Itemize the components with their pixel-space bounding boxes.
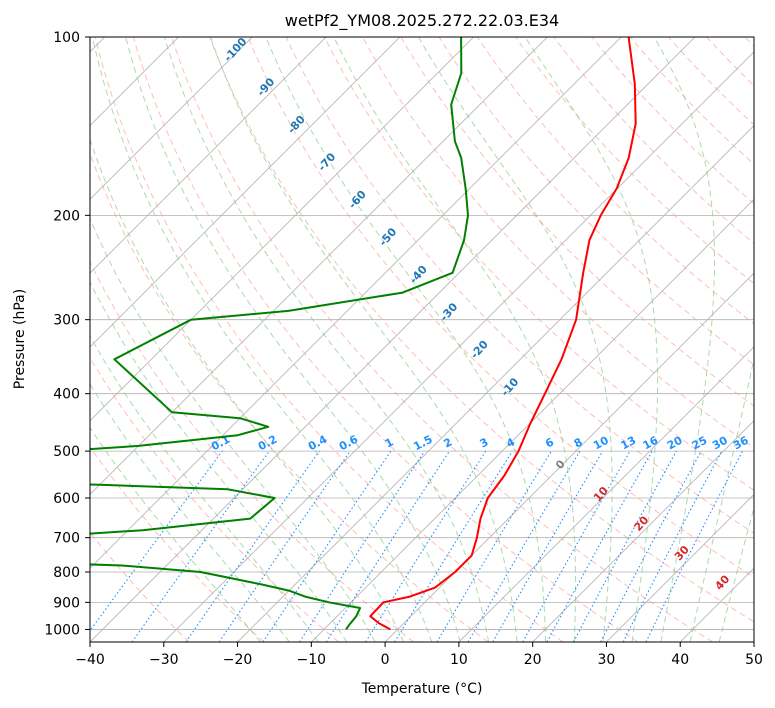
x-tick-label: 30 — [598, 652, 616, 668]
y-tick-label: 100 — [53, 30, 80, 46]
chart-title: wetPf2_YM08.2025.272.22.03.E34 — [285, 11, 559, 31]
profile-lines — [90, 37, 637, 631]
dry-adiabat-line — [209, 37, 754, 623]
mixing-ratio-line — [325, 450, 450, 642]
isotherm-line — [90, 37, 474, 422]
mixing-ratio-label: 25 — [690, 434, 710, 453]
mixing-ratio-lines — [90, 450, 743, 642]
x-tick-label: 20 — [524, 652, 542, 668]
isotherm-line — [90, 37, 253, 200]
moist-adiabat-line — [91, 37, 433, 642]
isotherm-line — [90, 37, 696, 642]
dewpoint-profile-line — [90, 37, 469, 630]
moist-adiabat-line — [210, 37, 518, 642]
moist-adiabat-line — [125, 37, 461, 642]
moist-adiabats — [90, 37, 754, 642]
isotherm-line — [90, 37, 401, 348]
mixing-ratio-line — [546, 450, 653, 642]
plot-area: 0.1 0.2 0.4 0.6 1 1.5 2 3 4 6 8 10 13 16 20 25 30 36-100-… — [90, 37, 754, 642]
isotherms — [90, 37, 754, 642]
dry-adiabat-line — [171, 37, 713, 642]
x-tick-label: 0 — [381, 652, 390, 668]
dry-adiabats — [90, 37, 754, 642]
mixing-ratio-label: 20 — [665, 434, 685, 453]
dry-adiabat-line — [515, 37, 754, 285]
isotherm-line — [90, 37, 548, 496]
dry-adiabat-line — [90, 260, 414, 642]
y-axis: 1000 900 800 700 600 500 400 300 200 100 — [44, 30, 90, 638]
mixing-ratio-label: 30 — [710, 434, 730, 453]
dry-adiabat-line — [247, 37, 754, 578]
moist-adiabat-line — [265, 37, 547, 642]
moist-adiabat-line — [689, 356, 754, 642]
x-tick-label: −30 — [149, 652, 179, 668]
dry-adiabat-line — [323, 37, 754, 491]
dry-adiabat-line — [94, 37, 564, 642]
x-tick-label: −20 — [223, 652, 253, 668]
mixing-ratio-line — [299, 450, 426, 642]
x-axis-title: Temperature (°C) — [361, 681, 483, 697]
y-tick-label: 300 — [53, 313, 80, 329]
mixing-ratio-line — [218, 450, 351, 642]
isotherm-line — [606, 493, 754, 642]
y-tick-label: 200 — [53, 208, 80, 224]
y-tick-label: 600 — [53, 491, 80, 507]
mixing-ratio-line — [131, 450, 270, 642]
isotherm-line — [237, 124, 754, 642]
x-tick-label: 50 — [745, 652, 763, 668]
plot-frame — [89, 36, 755, 643]
x-tick-label: −40 — [75, 652, 105, 668]
isotherm-line — [384, 272, 754, 642]
x-tick-label: −10 — [297, 652, 327, 668]
x-axis: −40 −30 −20 −10 0 10 20 30 40 50 — [75, 642, 763, 668]
x-tick-label: 40 — [671, 652, 689, 668]
mixing-ratio-label: 10 — [591, 434, 611, 453]
mixing-ratio-line — [394, 450, 513, 642]
y-tick-label: 500 — [53, 444, 80, 460]
moist-adiabat-line — [653, 37, 715, 642]
mixing-ratio-line — [185, 450, 320, 642]
mixing-ratio-label: 16 — [641, 434, 661, 453]
isotherm-line — [458, 346, 754, 642]
moist-adiabat-line — [90, 426, 261, 642]
isotherm-line — [163, 51, 754, 642]
moist-adiabat-line — [90, 137, 405, 642]
y-tick-label: 1000 — [44, 622, 80, 638]
isotherm-line — [311, 198, 754, 642]
moist-adiabat-line — [90, 217, 376, 642]
dry-adiabat-line — [90, 446, 265, 642]
x-tick-label: 10 — [450, 652, 468, 668]
y-tick-label: 800 — [53, 565, 80, 581]
temperature-profile-line — [369, 37, 637, 631]
y-tick-label: 400 — [53, 387, 80, 403]
y-tick-label: 700 — [53, 531, 80, 547]
isotherm-line — [90, 37, 327, 274]
y-axis-title: Pressure (hPa) — [12, 289, 28, 389]
mixing-ratio-label: 13 — [619, 434, 639, 453]
dry-adiabat-line — [132, 37, 639, 642]
isotherm-line — [90, 37, 622, 569]
moist-adiabat-line — [524, 37, 659, 642]
moist-adiabat-line — [718, 505, 754, 642]
moist-adiabat-line — [164, 37, 490, 642]
mixing-ratio-line — [522, 450, 631, 642]
mixing-ratio-label: 36 — [731, 434, 751, 453]
moist-adiabat-line — [418, 37, 613, 642]
moist-adiabat-line — [90, 335, 319, 642]
moist-adiabat-line — [333, 37, 577, 642]
dry-adiabat-line — [285, 37, 754, 534]
dry-adiabat-line — [476, 37, 754, 325]
mixing-ratio-line — [90, 450, 223, 632]
mixing-ratio-line — [262, 450, 392, 642]
isotherm-line — [532, 420, 754, 642]
mixing-ratio-line — [573, 450, 677, 642]
y-tick-label: 900 — [53, 595, 80, 611]
dry-adiabat-line — [438, 37, 754, 366]
mixing-ratio-line — [645, 450, 743, 642]
